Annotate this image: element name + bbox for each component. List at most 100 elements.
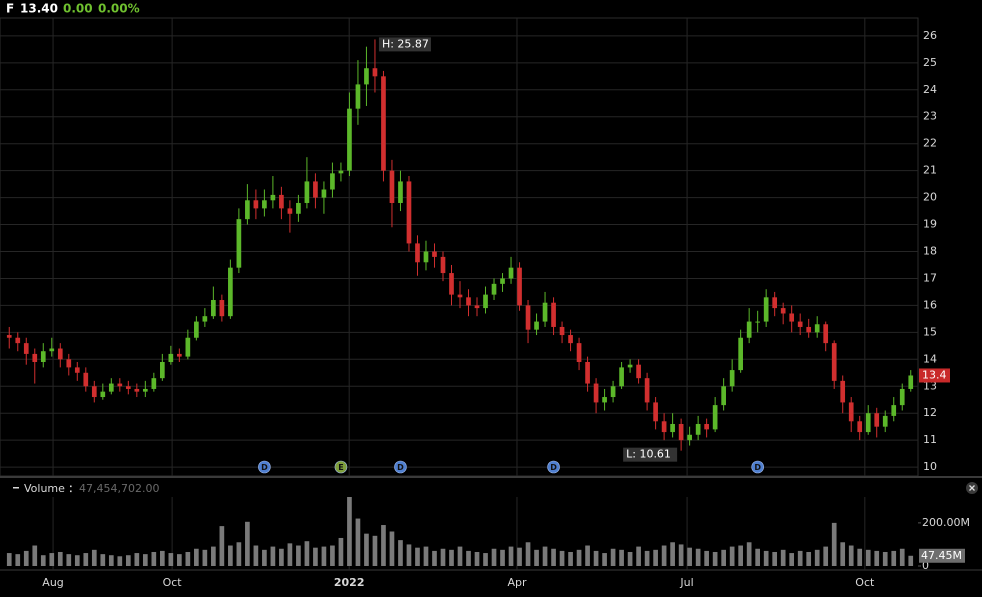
y-tick-label: 20 [923, 191, 937, 204]
y-tick-label: 15 [923, 325, 937, 338]
volume-bar [491, 548, 497, 566]
candle-body [831, 343, 837, 381]
volume-bar [525, 542, 531, 566]
candle-body [117, 383, 123, 387]
volume-bar [432, 550, 437, 566]
volume-bar [304, 541, 310, 566]
candle-body [151, 378, 157, 389]
volume-bar [338, 537, 344, 566]
candle-body [721, 386, 726, 406]
volume-bar [636, 546, 641, 566]
candle-body [432, 251, 437, 257]
candle-body [780, 308, 786, 314]
candle-body [525, 305, 531, 330]
candle-body [364, 68, 369, 85]
candle-body [559, 326, 565, 336]
candle-body [551, 302, 556, 327]
volume-bar [840, 542, 846, 566]
candle-body [908, 375, 914, 389]
candle-body [253, 200, 259, 209]
volume-bar [211, 546, 216, 566]
candle-body [296, 202, 301, 214]
volume-bar [423, 546, 429, 566]
volume-bar [763, 550, 769, 566]
close-x[interactable] [969, 485, 975, 491]
candle-body [66, 359, 72, 368]
event-label: D [397, 463, 404, 472]
event-marker [751, 460, 764, 474]
volume-bar [865, 549, 871, 566]
volume-bar [899, 548, 905, 566]
volume-bars [6, 497, 914, 566]
volume-bar [670, 542, 675, 566]
volume-bar [57, 551, 63, 566]
volume-bar [551, 548, 556, 566]
volume-bar [108, 555, 114, 566]
close-button[interactable] [966, 482, 978, 494]
candle-body [729, 370, 735, 387]
volume-bar [619, 549, 624, 566]
volume-bar [66, 554, 72, 566]
event-marker [334, 460, 348, 474]
candle-body [313, 181, 318, 198]
candle-body [108, 383, 114, 392]
y-tick-label: 22 [923, 137, 937, 150]
grid [0, 18, 918, 570]
candle-body [330, 173, 335, 190]
candle-body [57, 348, 63, 360]
candle-body [602, 397, 607, 403]
candle-body [23, 343, 29, 354]
volume-bar [534, 549, 539, 566]
candle-body [466, 297, 471, 306]
candle-body [585, 361, 590, 384]
volume-bar [134, 553, 140, 566]
volume-bar [202, 549, 208, 566]
high-label-box [378, 37, 431, 52]
volume-bar [789, 553, 795, 566]
volume-bar [483, 553, 488, 566]
x-tick-label: Aug [42, 576, 63, 589]
x-tick-label: Oct [855, 576, 875, 589]
volume-bar [270, 546, 276, 566]
volume-bar [321, 546, 327, 566]
volume-bar [891, 550, 897, 566]
volume-tick-label: 0 [922, 559, 929, 572]
volume-bar [500, 549, 505, 566]
candle-body [270, 194, 276, 201]
candle-body [440, 256, 446, 274]
volume-bar [823, 546, 829, 566]
candle-body [304, 181, 310, 203]
candle-body [840, 380, 846, 403]
candle-body [49, 348, 55, 352]
y-tick-label: 11 [923, 433, 937, 446]
volume-bar [364, 533, 369, 566]
candle-body [568, 335, 573, 344]
candle-body [177, 353, 182, 357]
volume-bar [440, 548, 446, 566]
low-label: L: 10.61 [626, 448, 671, 461]
volume-bar [91, 549, 97, 566]
volume-bar [194, 548, 199, 566]
candle-body [321, 189, 327, 198]
volume-bar [449, 549, 454, 566]
candle-body [389, 170, 395, 203]
candle-body [134, 388, 140, 392]
volume-bar [279, 548, 284, 566]
volume-bar [746, 542, 752, 566]
volume-bar [848, 545, 854, 566]
y-tick-label: 23 [923, 110, 937, 123]
y-tick-label: 25 [923, 56, 937, 69]
candle-body [874, 413, 880, 427]
candle-body [636, 364, 641, 379]
candles [6, 39, 914, 451]
candle-body [142, 388, 148, 392]
candle-body [772, 297, 778, 309]
last-price: 13.40 [20, 2, 58, 16]
candle-body [449, 273, 454, 295]
volume-bar [542, 546, 548, 566]
volume-bar [185, 551, 191, 566]
collapse-icon[interactable] [13, 487, 19, 489]
candle-body [211, 300, 216, 317]
event-label: D [754, 463, 761, 472]
volume-bar [627, 551, 633, 566]
